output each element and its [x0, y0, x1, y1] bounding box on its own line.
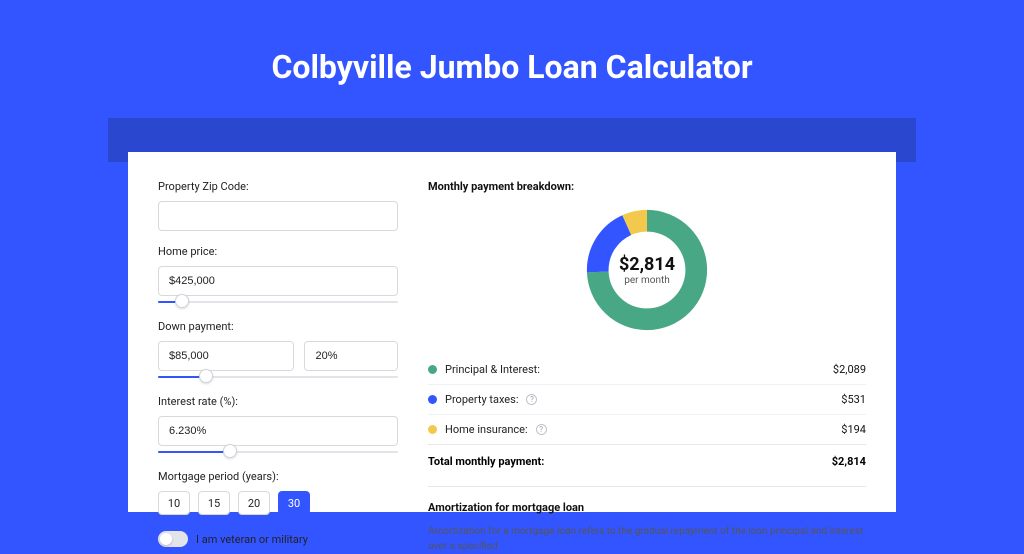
mortgage-period-label: Mortgage period (years): — [158, 470, 398, 483]
legend-dot — [428, 395, 437, 404]
legend-label: Property taxes: — [445, 393, 518, 406]
interest-rate-slider-thumb[interactable] — [223, 444, 237, 458]
legend-dot — [428, 365, 437, 374]
veteran-toggle[interactable] — [158, 531, 188, 547]
home-price-input[interactable] — [158, 266, 398, 296]
home-price-field-block: Home price: — [158, 245, 398, 306]
breakdown-title: Monthly payment breakdown: — [428, 180, 866, 193]
page-title: Colbyville Jumbo Loan Calculator — [0, 0, 1024, 114]
home-price-slider-thumb[interactable] — [175, 294, 189, 308]
mortgage-period-option-15[interactable]: 15 — [198, 491, 230, 515]
interest-rate-slider[interactable] — [158, 448, 398, 456]
legend-value: $531 — [841, 393, 866, 406]
home-price-slider[interactable] — [158, 298, 398, 306]
total-row: Total monthly payment: $2,814 — [428, 444, 866, 482]
interest-rate-input[interactable] — [158, 416, 398, 446]
zip-input[interactable] — [158, 201, 398, 231]
zip-field-block: Property Zip Code: — [158, 180, 398, 231]
form-column: Property Zip Code: Home price: Down paym… — [158, 180, 398, 512]
mortgage-period-option-30[interactable]: 30 — [278, 491, 310, 515]
veteran-toggle-label: I am veteran or military — [196, 533, 308, 546]
total-value: $2,814 — [832, 455, 866, 468]
interest-rate-label: Interest rate (%): — [158, 395, 398, 408]
legend-value: $194 — [841, 423, 866, 436]
donut-chart: $2,814 per month — [428, 205, 866, 335]
home-price-label: Home price: — [158, 245, 398, 258]
down-payment-slider[interactable] — [158, 373, 398, 381]
down-payment-amount-input[interactable] — [158, 341, 294, 371]
veteran-toggle-row: I am veteran or military — [158, 531, 398, 547]
legend-label: Home insurance: — [445, 423, 528, 436]
legend-label: Principal & Interest: — [445, 363, 540, 376]
info-icon[interactable]: ? — [526, 394, 537, 405]
total-label: Total monthly payment: — [428, 455, 544, 468]
down-payment-label: Down payment: — [158, 320, 398, 333]
amortization-text: Amortization for a mortgage loan refers … — [428, 524, 866, 554]
legend-dot — [428, 425, 437, 434]
info-icon[interactable]: ? — [536, 424, 547, 435]
legend-value: $2,089 — [833, 363, 866, 376]
mortgage-period-option-10[interactable]: 10 — [158, 491, 190, 515]
down-payment-percent-input[interactable] — [304, 341, 398, 371]
down-payment-field-block: Down payment: — [158, 320, 398, 381]
amortization-title: Amortization for mortgage loan — [428, 486, 866, 514]
veteran-toggle-knob — [160, 533, 172, 545]
zip-label: Property Zip Code: — [158, 180, 398, 193]
donut-center-value: $2,814 — [619, 254, 675, 275]
calculator-card: Property Zip Code: Home price: Down paym… — [128, 152, 896, 512]
donut-center-sub: per month — [624, 275, 670, 286]
interest-rate-field-block: Interest rate (%): — [158, 395, 398, 456]
mortgage-period-option-20[interactable]: 20 — [238, 491, 270, 515]
legend-row: Principal & Interest: $2,089 — [428, 355, 866, 384]
breakdown-column: Monthly payment breakdown: $2,814 per mo… — [428, 180, 866, 512]
legend-row: Property taxes:? $531 — [428, 384, 866, 414]
mortgage-period-options: 10 15 20 30 — [158, 491, 398, 515]
legend-row: Home insurance:? $194 — [428, 414, 866, 444]
down-payment-slider-thumb[interactable] — [199, 369, 213, 383]
mortgage-period-field-block: Mortgage period (years): 10 15 20 30 — [158, 470, 398, 515]
